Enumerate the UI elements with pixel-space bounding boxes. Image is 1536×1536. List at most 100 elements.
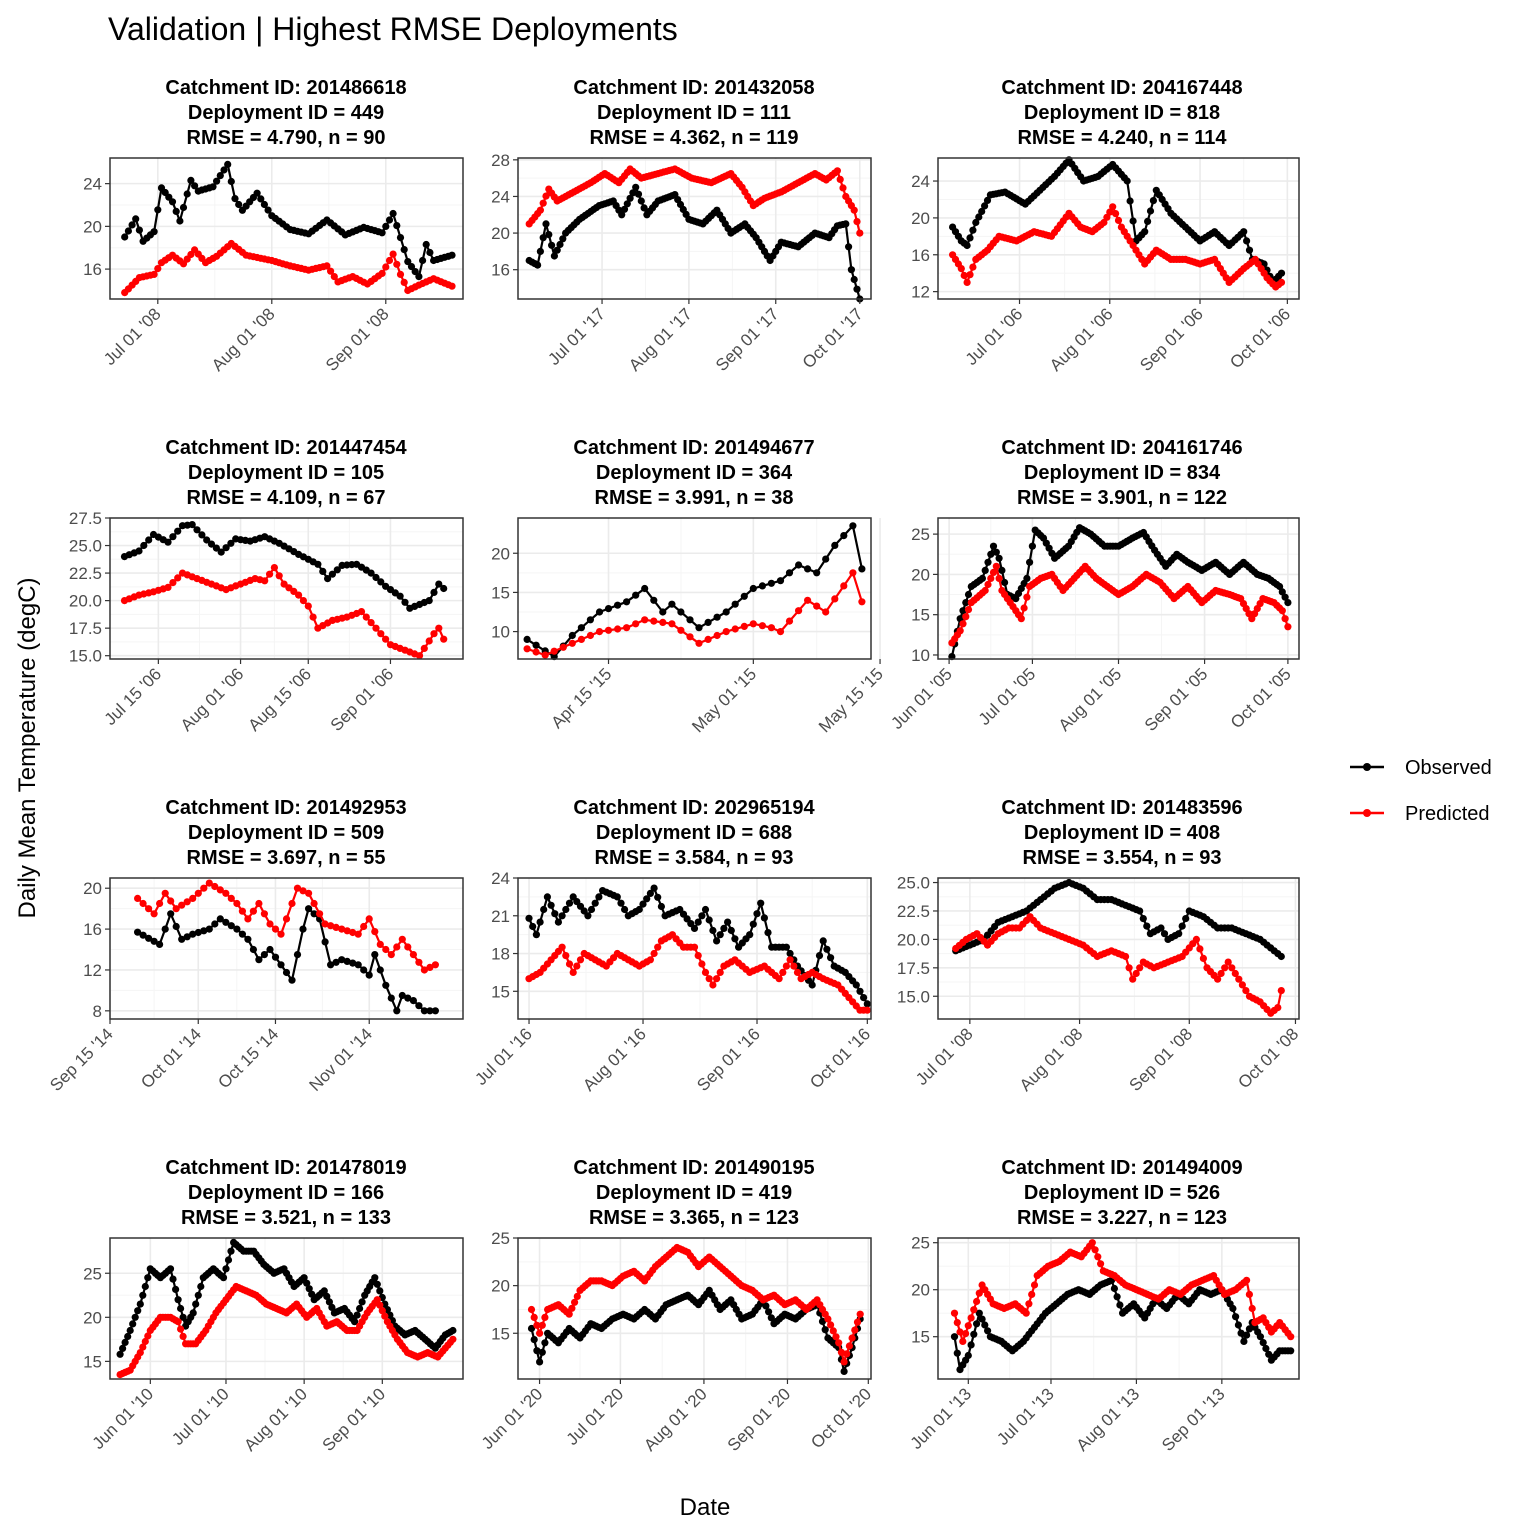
y-tick-label: 25 [83, 1264, 102, 1283]
observed-point [1113, 1293, 1121, 1301]
observed-point [613, 893, 621, 901]
predicted-point [179, 1332, 187, 1340]
predicted-point [382, 263, 390, 271]
observed-point [235, 200, 243, 209]
observed-point [1243, 1331, 1251, 1339]
y-tick-label: 20 [911, 1281, 930, 1300]
observed-point [376, 966, 384, 974]
legend-item-observed: Observed [1350, 757, 1492, 779]
observed-point [244, 935, 252, 943]
observed-point [219, 1274, 228, 1282]
observed-point [821, 1326, 829, 1334]
observed-point [227, 177, 235, 186]
observed-point [765, 1308, 773, 1316]
predicted-point [1277, 987, 1285, 995]
observed-point [818, 1317, 827, 1325]
observed-point [382, 981, 390, 989]
observed-point [129, 1320, 137, 1328]
observed-point [617, 899, 625, 907]
observed-point [827, 954, 835, 962]
observed-point [553, 246, 561, 254]
predicted-point [357, 608, 366, 616]
y-tick-label: 16 [491, 261, 510, 280]
predicted-point [1112, 210, 1120, 218]
observed-point [964, 590, 973, 599]
observed-point [1139, 915, 1147, 923]
panel-background [518, 518, 871, 659]
observed-point [1126, 197, 1134, 205]
predicted-point [435, 624, 443, 632]
y-tick-label: 25.0 [69, 537, 102, 556]
observed-point [205, 925, 213, 933]
predicted-point [533, 1321, 541, 1329]
observed-point [969, 226, 977, 234]
observed-point [618, 211, 626, 219]
legend-label: Predicted [1405, 803, 1490, 825]
panel-border [517, 517, 872, 660]
y-tick-label: 25.0 [897, 874, 930, 893]
observed-point [249, 945, 257, 954]
predicted-point [145, 905, 153, 913]
predicted-point [527, 1305, 536, 1314]
panel-title-line: Deployment ID = 509 [188, 822, 384, 844]
predicted-point [426, 963, 434, 972]
observed-point [172, 922, 180, 931]
observed-point [1149, 197, 1157, 205]
predicted-point [690, 943, 699, 951]
predicted-point [150, 910, 158, 918]
predicted-point [795, 607, 803, 615]
predicted-point [1025, 1300, 1033, 1308]
predicted-point [227, 894, 235, 903]
observed-point [377, 578, 385, 586]
predicted-point [758, 622, 767, 630]
predicted-point [840, 582, 848, 590]
observed-point [1028, 542, 1036, 550]
observed-point [139, 1291, 147, 1299]
panel-title-line: Catchment ID: 204161746 [1001, 437, 1242, 459]
observed-point [559, 235, 567, 243]
panel-title-line: Catchment ID: 201492953 [165, 797, 406, 819]
predicted-point [1022, 1309, 1030, 1317]
observed-point [314, 560, 322, 568]
observed-point [212, 544, 220, 552]
observed-point [831, 541, 839, 550]
observed-point [964, 1351, 972, 1360]
observed-point [300, 1274, 308, 1282]
panel-title-line: Deployment ID = 688 [596, 822, 792, 844]
predicted-point [327, 922, 335, 930]
predicted-point [969, 263, 977, 271]
predicted-point [849, 569, 857, 577]
predicted-point [716, 968, 724, 977]
observed-point [1243, 237, 1251, 245]
observed-point [973, 1320, 981, 1328]
predicted-point [704, 635, 712, 644]
observed-point [978, 1315, 986, 1323]
observed-point [220, 166, 228, 174]
predicted-point [440, 635, 448, 643]
observed-point [449, 1326, 457, 1335]
predicted-point [271, 925, 280, 933]
predicted-point [373, 1296, 381, 1304]
observed-point [822, 555, 830, 563]
predicted-point [565, 960, 574, 968]
panel-12: Catchment ID: 201494009 Deployment ID = 5… [907, 1157, 1300, 1455]
predicted-point [668, 620, 676, 628]
observed-point [216, 915, 224, 923]
observed-point [179, 203, 188, 212]
observed-point [308, 1290, 316, 1298]
predicted-point [305, 889, 313, 897]
observed-point [430, 588, 438, 597]
legend-item-predicted: Predicted [1350, 803, 1490, 825]
observed-point [978, 207, 986, 216]
observed-point [1281, 593, 1289, 601]
predicted-point [966, 271, 974, 279]
predicted-point [1132, 969, 1140, 978]
panel-border [517, 157, 872, 300]
predicted-point [295, 591, 303, 599]
predicted-point [1091, 1246, 1099, 1254]
observed-point [727, 926, 735, 935]
predicted-point [398, 935, 406, 943]
observed-point [654, 893, 662, 901]
predicted-point [1217, 969, 1225, 978]
predicted-point [1245, 1290, 1253, 1298]
